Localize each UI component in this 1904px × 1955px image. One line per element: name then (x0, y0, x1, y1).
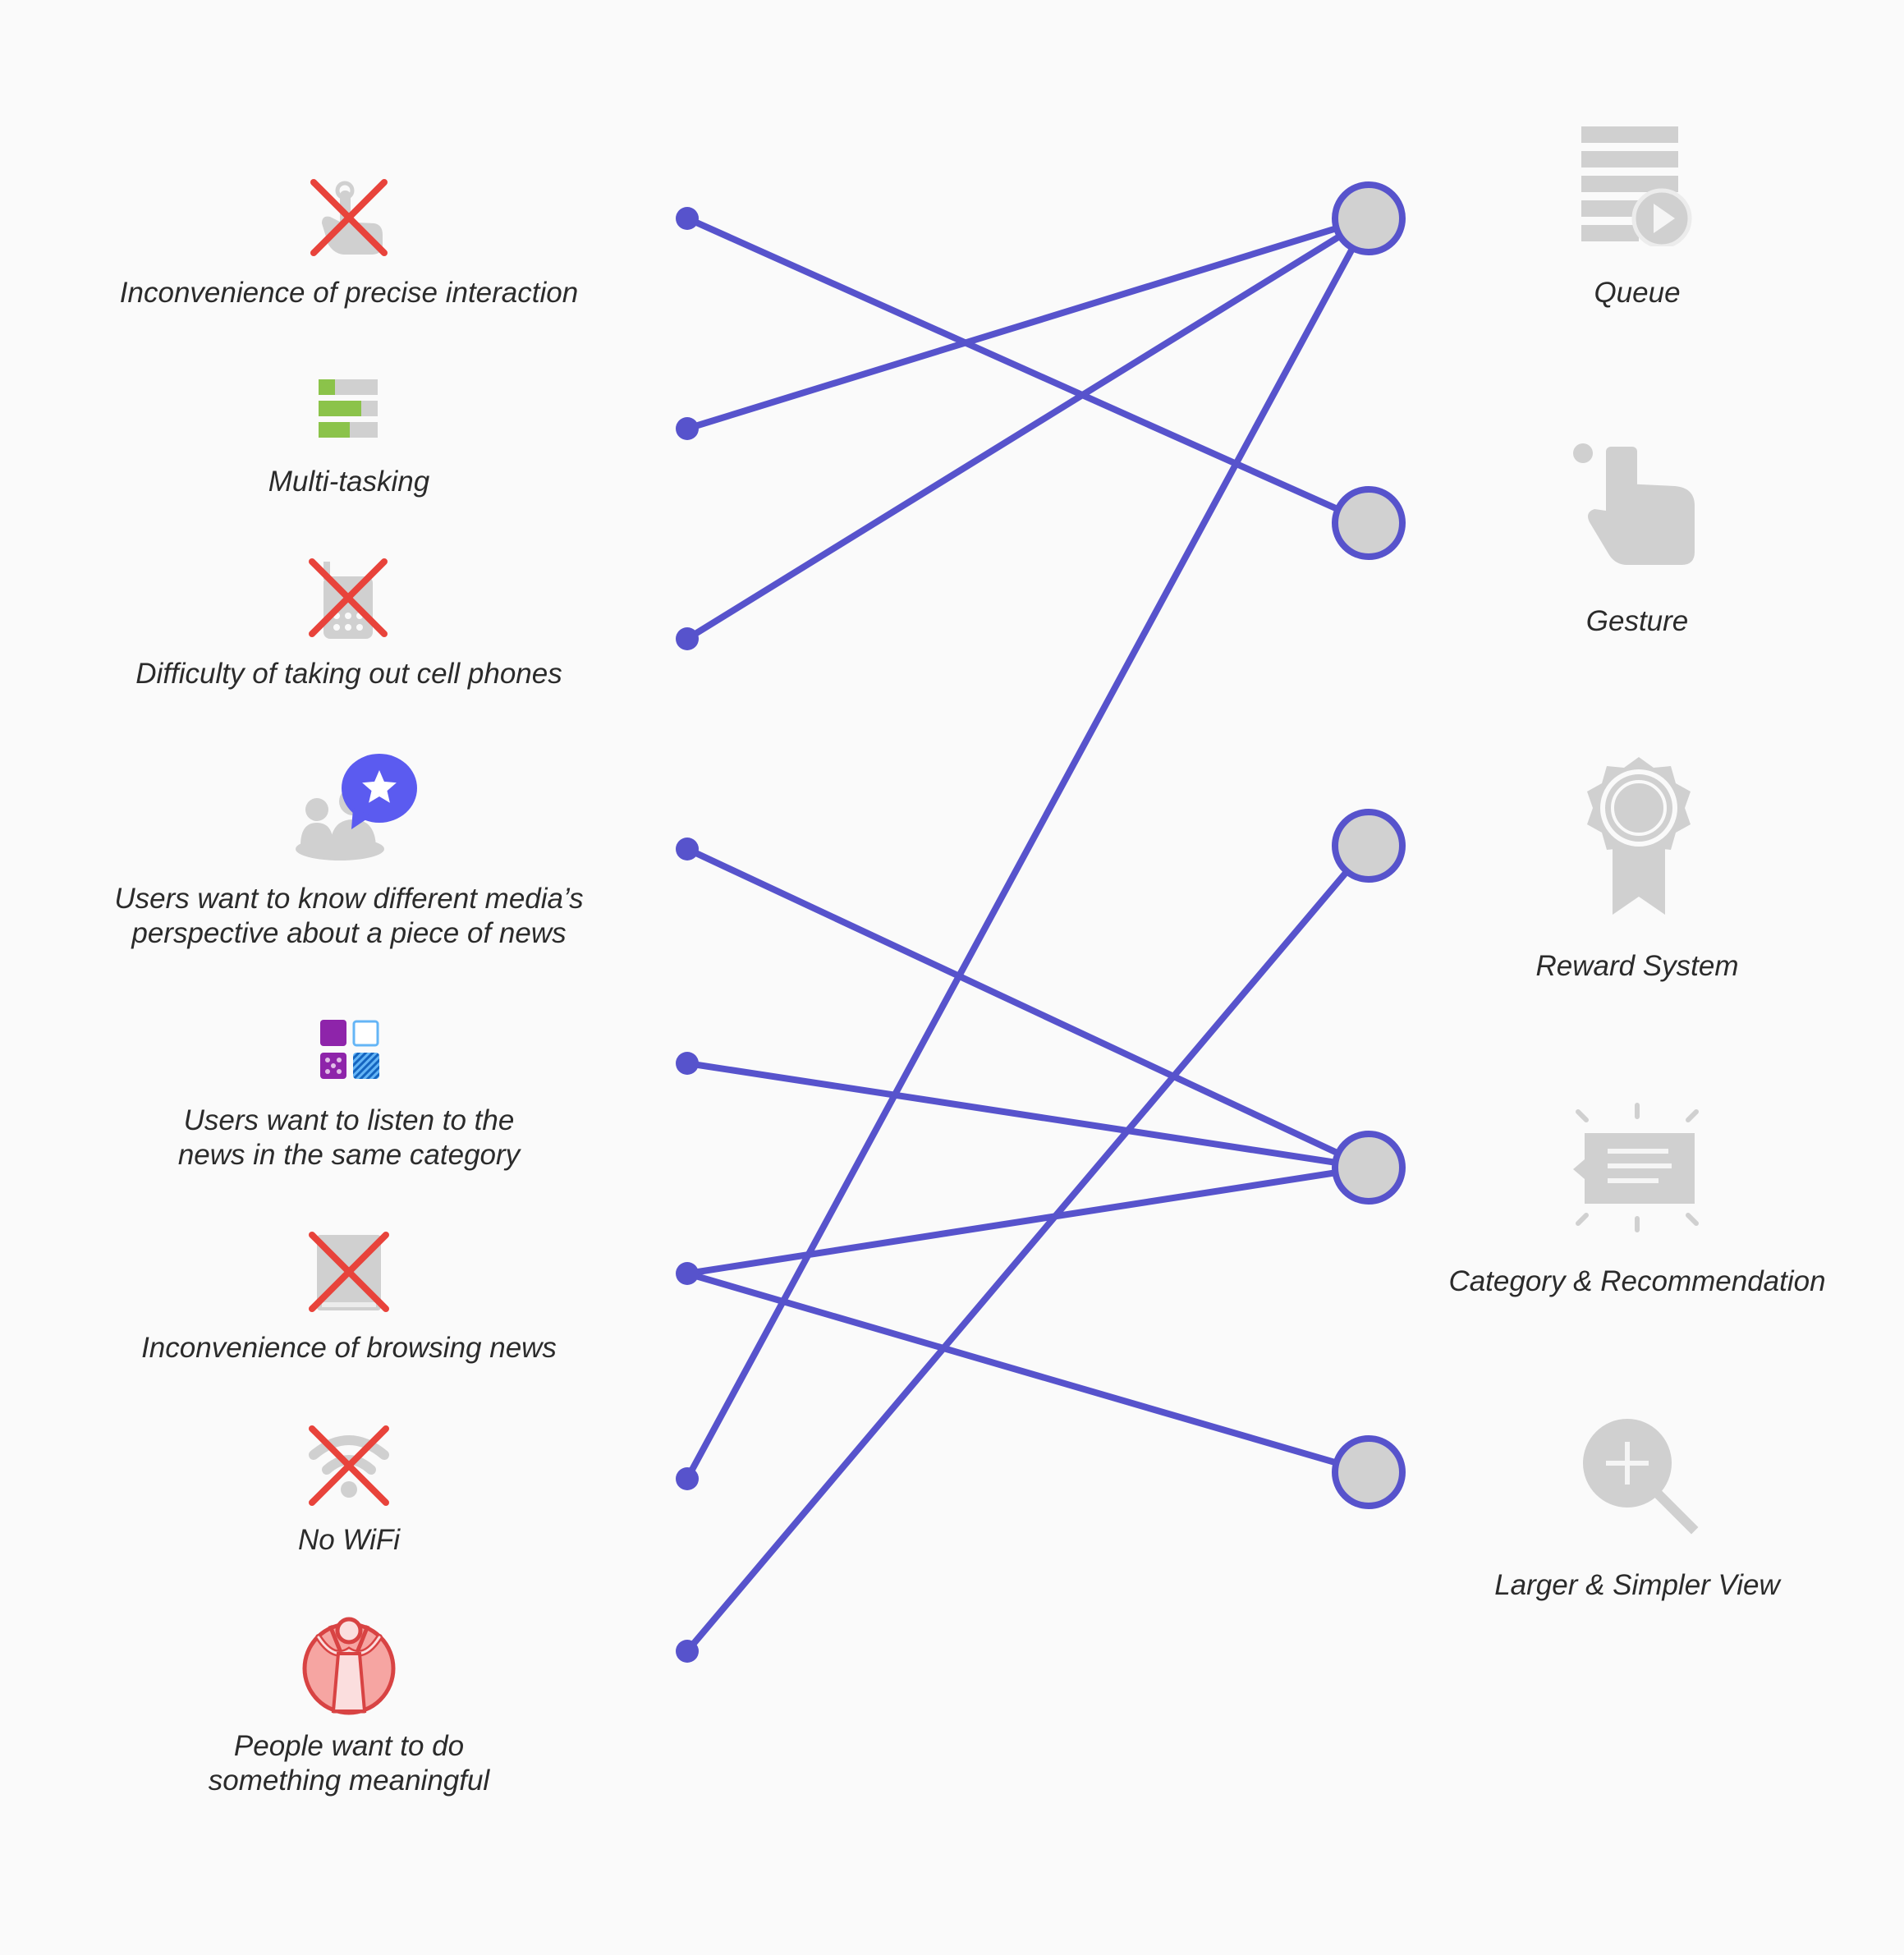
problem-label-multi-tasking: Multi-tasking (268, 466, 430, 498)
queue-list-icon (1581, 126, 1692, 246)
link-line (684, 842, 1372, 1654)
crossed-phone-icon (309, 558, 388, 639)
feature-node-circle (1332, 181, 1406, 255)
link-line (684, 1060, 1372, 1171)
progress-bars-icon (319, 379, 378, 438)
recommendation-card-icon (1573, 1103, 1699, 1232)
feature-label-category-recommendation: Category & Recommendation (1448, 1265, 1826, 1297)
feature-label-larger-simpler-view: Larger & Simpler View (1494, 1569, 1780, 1601)
feature-node-circle (1332, 486, 1406, 560)
problem-node-dot (676, 1262, 699, 1285)
gesture-hand-icon (1573, 443, 1695, 565)
problem-node-dot (676, 1052, 699, 1075)
link-line (684, 215, 1372, 526)
problem-node-dot (676, 838, 699, 860)
problem-node-dot (676, 1467, 699, 1490)
feature-node-circle (1332, 1131, 1406, 1205)
crossed-touch-icon (310, 179, 388, 256)
problem-label-meaningful: People want to do something meaningful (208, 1730, 490, 1797)
charity-person-icon (302, 1617, 396, 1715)
link-line (684, 846, 1372, 1171)
link-line (684, 215, 1372, 432)
people-chat-star-icon (296, 754, 417, 860)
problem-label-precise-interaction: Inconvenience of precise interaction (119, 277, 579, 309)
feature-node-circle (1332, 1435, 1406, 1509)
category-tiles-icon (320, 1020, 379, 1079)
feature-label-queue: Queue (1594, 277, 1681, 309)
link-line (684, 1164, 1372, 1277)
link-line (684, 215, 1372, 1482)
problem-node-dot (676, 417, 699, 440)
problem-label-cell-phones: Difficulty of taking out cell phones (135, 658, 562, 690)
problem-node-dot (676, 1640, 699, 1663)
problem-node-dot (676, 207, 699, 230)
link-line (684, 1270, 1372, 1475)
problem-label-same-category: Users want to listen to the news in the … (177, 1104, 521, 1171)
reward-badge-icon (1587, 757, 1691, 915)
problem-label-browsing-news: Inconvenience of browsing news (141, 1332, 557, 1364)
link-line (684, 215, 1372, 642)
problem-node-dot (676, 627, 699, 650)
feature-node-circle (1332, 809, 1406, 883)
problem-label-no-wifi: No WiFi (297, 1524, 401, 1556)
problem-label-media-perspective: Users want to know different media’s per… (114, 883, 584, 949)
crossed-wifi-icon (309, 1425, 389, 1506)
feature-label-reward-system: Reward System (1535, 950, 1739, 982)
crossed-tablet-icon (309, 1232, 389, 1312)
zoom-in-icon (1583, 1419, 1699, 1535)
feature-label-gesture: Gesture (1585, 605, 1689, 637)
